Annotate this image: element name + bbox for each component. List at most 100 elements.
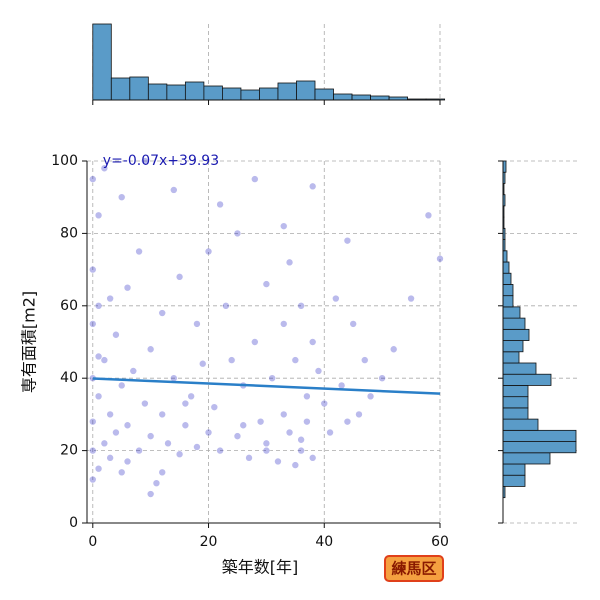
- point: [146, 345, 155, 354]
- point: [88, 417, 97, 426]
- right-hist-bar: [502, 250, 508, 263]
- point: [135, 446, 143, 455]
- point: [88, 265, 97, 274]
- equation: y=-0.07x+39.93: [103, 153, 219, 169]
- point: [349, 320, 357, 328]
- point: [216, 446, 224, 455]
- right-hist-bar: [502, 418, 539, 431]
- point: [94, 464, 103, 473]
- point: [291, 461, 300, 469]
- point: [297, 301, 305, 310]
- point: [251, 338, 259, 346]
- point: [320, 399, 329, 408]
- point: [424, 211, 433, 220]
- right-hist-bar: [502, 328, 530, 341]
- point: [193, 320, 201, 328]
- point: [436, 254, 444, 263]
- point: [152, 479, 161, 487]
- point: [291, 356, 300, 364]
- point: [332, 294, 340, 303]
- point: [198, 359, 207, 368]
- x-tick-label: 40: [315, 534, 333, 550]
- point: [100, 439, 109, 448]
- point: [181, 399, 190, 408]
- right-hist-bar: [502, 272, 512, 285]
- point: [112, 428, 120, 437]
- point: [123, 283, 132, 292]
- point: [88, 446, 97, 455]
- point: [117, 193, 126, 201]
- point: [308, 454, 317, 462]
- top-hist-bar: [184, 81, 205, 101]
- top-hist-bar: [203, 85, 223, 101]
- badge: 練馬区: [391, 560, 436, 578]
- point: [343, 236, 352, 245]
- point: [164, 439, 172, 448]
- point: [389, 345, 398, 354]
- point: [175, 450, 184, 459]
- point: [100, 356, 109, 364]
- point: [94, 352, 103, 361]
- right-hist-bar: [502, 306, 521, 319]
- point: [181, 421, 190, 430]
- point: [141, 157, 149, 165]
- y-tick-label: 100: [51, 153, 78, 169]
- point: [135, 247, 143, 256]
- point: [343, 417, 352, 426]
- badge-box: [384, 555, 444, 582]
- point: [146, 432, 155, 440]
- point: [314, 367, 323, 375]
- point: [245, 454, 253, 462]
- point: [297, 446, 305, 455]
- point: [303, 392, 311, 401]
- top-hist-bar: [296, 80, 316, 101]
- right-hist-bar: [502, 407, 529, 420]
- point: [88, 320, 97, 328]
- point: [285, 258, 294, 267]
- point: [360, 356, 369, 364]
- point: [233, 229, 242, 238]
- top-hist-bar: [92, 23, 112, 101]
- right-hist-bar: [502, 463, 526, 476]
- right-hist-bar: [502, 385, 529, 398]
- right-hist-bar: [502, 474, 526, 487]
- y-tick-label: 60: [60, 298, 78, 314]
- top-hist-bar: [370, 95, 390, 101]
- right-hist-bar: [502, 452, 551, 465]
- point: [378, 374, 386, 383]
- point: [94, 211, 103, 220]
- x-tick-label: 0: [88, 534, 97, 550]
- point: [262, 439, 271, 448]
- y-tick-label: 40: [60, 370, 78, 386]
- regression-line: [92, 377, 441, 395]
- point: [285, 428, 294, 437]
- top-hist-bar: [129, 76, 149, 101]
- y-tick-label: 20: [60, 443, 78, 459]
- y-axis-label: 専有面積[m2]: [20, 291, 39, 393]
- point: [308, 338, 317, 346]
- top-hist-bar: [110, 77, 131, 101]
- y-tick-label: 0: [69, 515, 78, 531]
- point: [106, 410, 114, 419]
- point: [175, 273, 184, 281]
- point: [94, 392, 103, 401]
- right-hist-bar: [502, 340, 524, 353]
- top-hist-bar: [259, 87, 279, 101]
- top-hist-bar: [314, 88, 334, 101]
- point: [308, 182, 317, 191]
- point: [106, 294, 114, 303]
- point: [106, 454, 114, 462]
- point: [366, 392, 375, 401]
- point: [187, 392, 195, 401]
- top-hist-bar: [333, 93, 353, 101]
- point: [279, 410, 288, 419]
- point: [158, 468, 167, 477]
- x-axis-label: 築年数[年]: [222, 558, 299, 577]
- point: [146, 490, 155, 498]
- top-hist-bar: [222, 87, 242, 101]
- point: [112, 330, 120, 339]
- point: [158, 410, 167, 419]
- point: [262, 280, 271, 288]
- point: [117, 468, 126, 477]
